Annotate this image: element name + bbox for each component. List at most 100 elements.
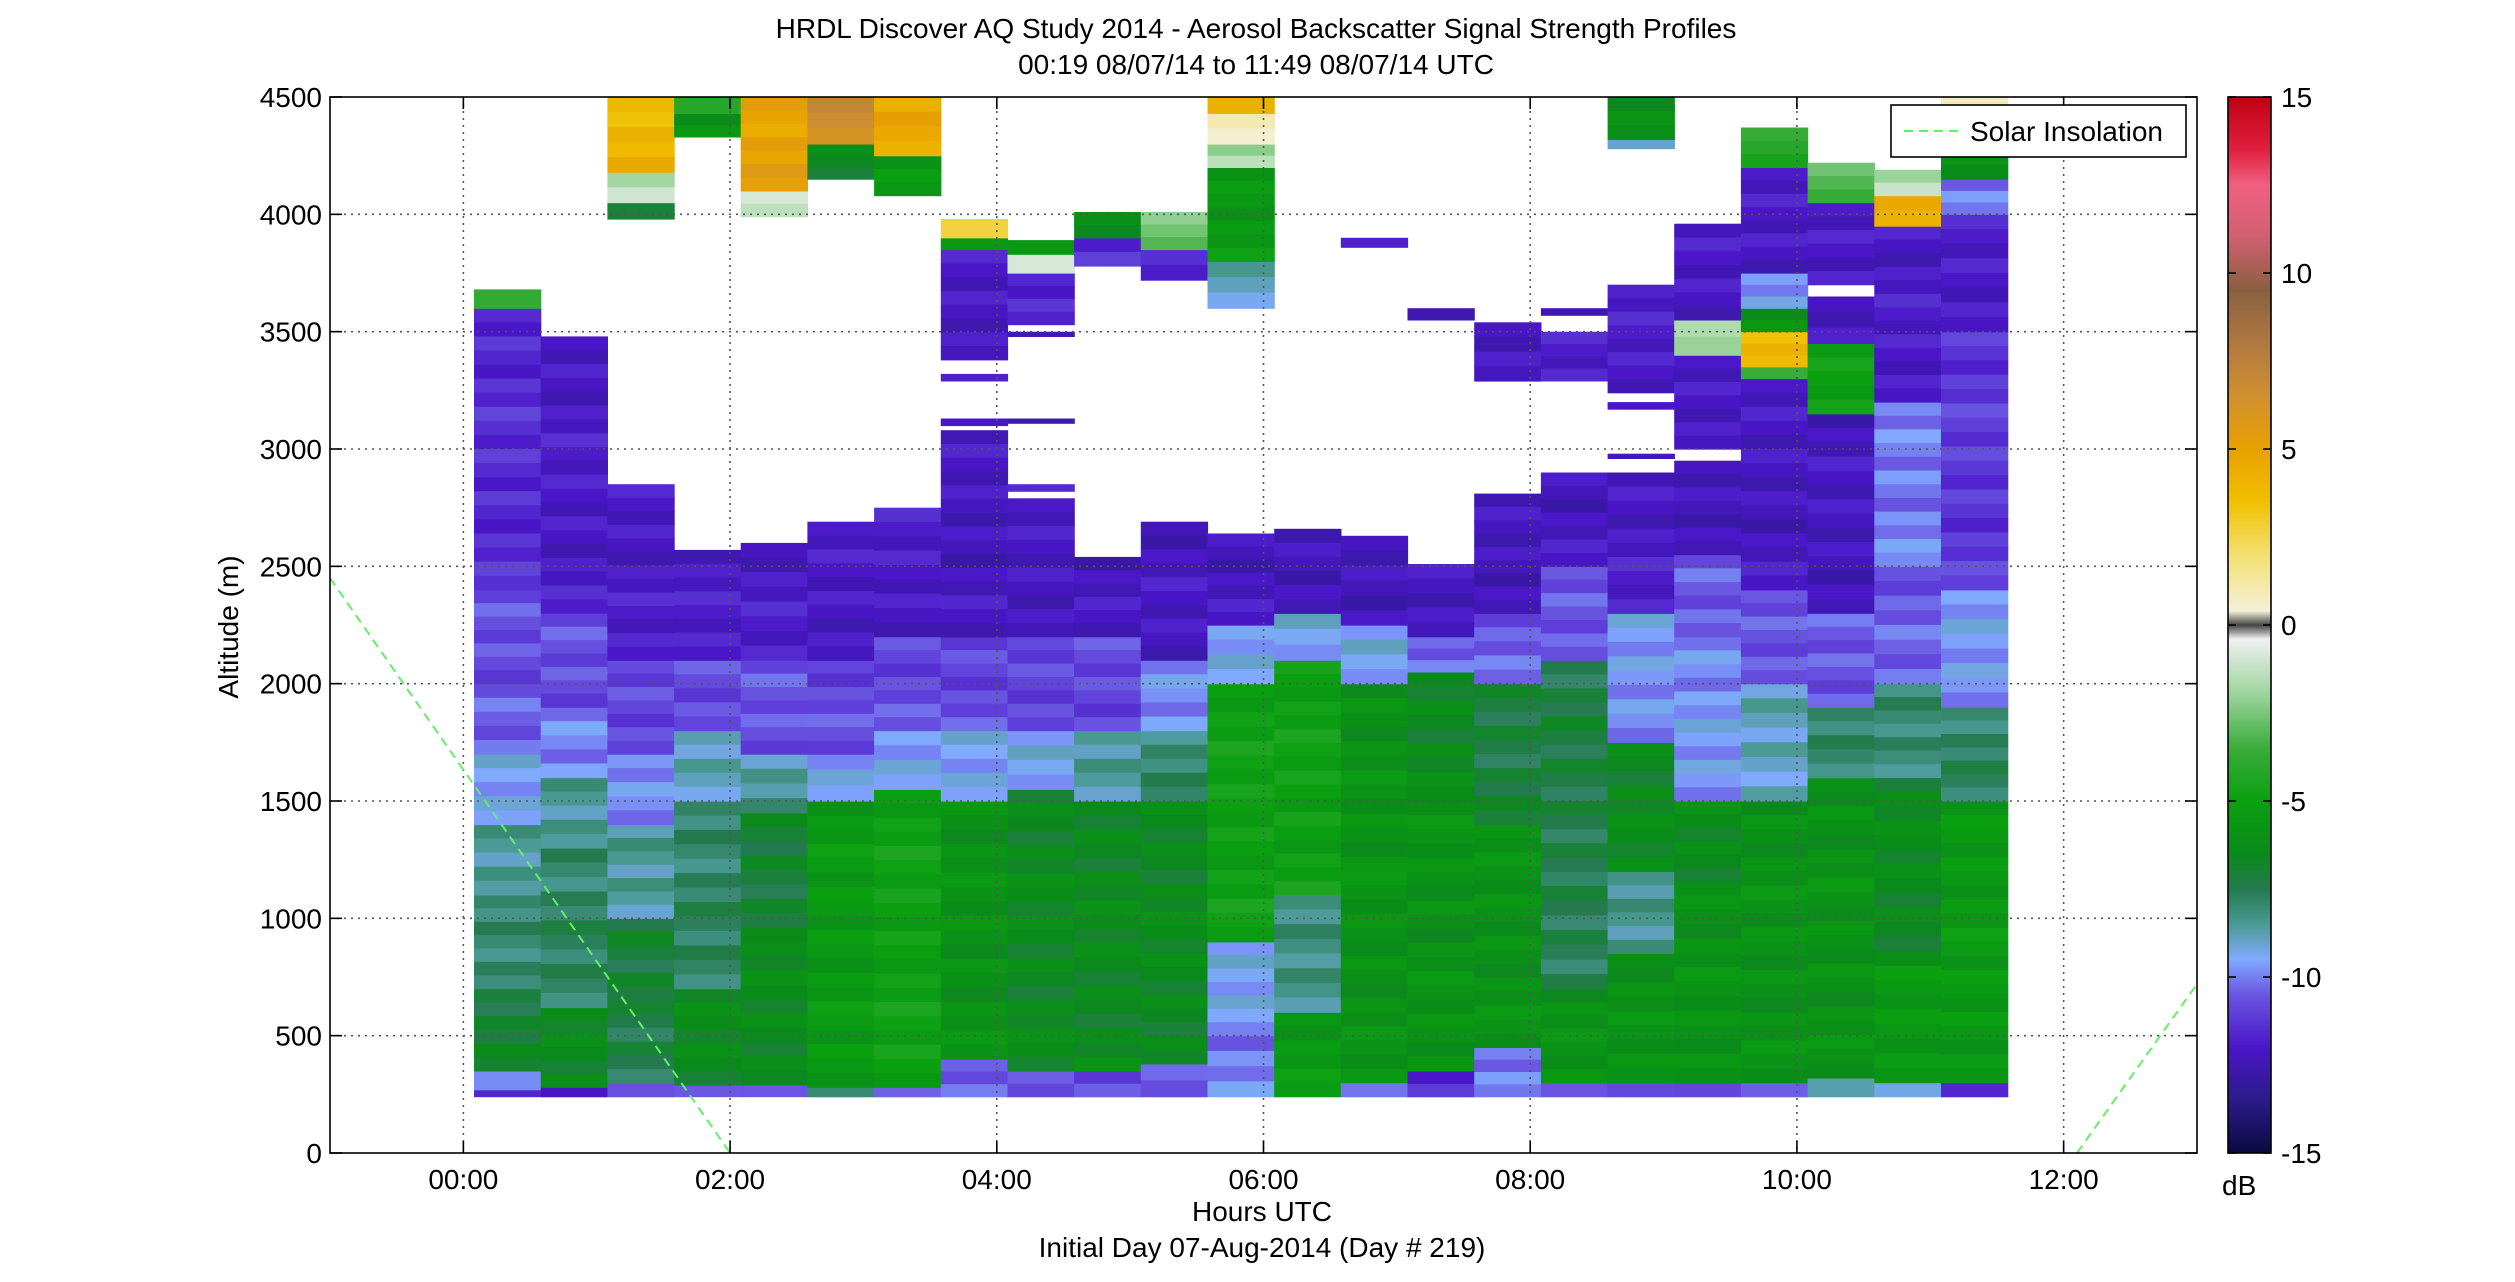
profile-cell: [1074, 1056, 1142, 1072]
profile-cell: [807, 660, 875, 675]
profile-cell: [874, 1044, 942, 1060]
profile-cell: [1807, 863, 1875, 879]
profile-cell: [1540, 758, 1609, 774]
profile-cell: [607, 142, 675, 158]
profile-cell: [1874, 1023, 1942, 1040]
profile-cell: [1607, 814, 1675, 829]
profile-cell: [807, 128, 875, 145]
profile-cell: [1807, 1006, 1875, 1022]
profile-cell: [1207, 234, 1275, 249]
profile-cell: [1007, 803, 1075, 818]
profile-cell: [1474, 1005, 1542, 1021]
profile-cell: [1874, 361, 1942, 376]
profile-cell: [940, 277, 1009, 292]
profile-cell: [1140, 828, 1209, 844]
profile-cell: [1274, 881, 1342, 896]
profile-cell: [674, 577, 742, 592]
profile-cell: [1207, 812, 1275, 828]
profile-column: [1607, 97, 1675, 1098]
profile-cell: [1874, 239, 1942, 254]
profile-cell: [1874, 610, 1942, 626]
profile-cell: [540, 433, 608, 448]
profile-cell: [1807, 296, 1875, 313]
profile-cell: [1807, 666, 1875, 681]
profile-column: [1407, 308, 1475, 1098]
profile-cell: [1474, 768, 1542, 783]
profile-cell: [807, 167, 875, 180]
profile-cell: [1607, 728, 1675, 743]
profile-cell: [540, 488, 608, 504]
profile-cell: [674, 959, 742, 975]
profile-cell: [474, 589, 542, 604]
profile-cell: [1140, 801, 1209, 816]
profile-cell: [1941, 475, 2009, 490]
profile-cell: [1007, 901, 1075, 917]
profile-cell: [1740, 698, 1809, 714]
profile-column: [1140, 212, 1209, 1098]
profile-cell: [1407, 999, 1475, 1015]
profile-cell: [1007, 418, 1075, 424]
profile-cell: [1407, 943, 1475, 958]
profile-cell: [940, 650, 1009, 665]
profile-cell: [1340, 955, 1409, 971]
profile-cell: [1207, 572, 1275, 587]
profile-cell: [1074, 857, 1142, 873]
profile-cell: [1874, 169, 1942, 184]
profile-cell: [1607, 298, 1675, 313]
profile-cell: [740, 855, 808, 871]
profile-cell: [1674, 981, 1742, 997]
profile-cell: [1540, 716, 1609, 732]
profile-cell: [1207, 741, 1275, 756]
profile-cell: [1340, 727, 1409, 742]
profile-cell: [1340, 237, 1409, 248]
y-tick-label: 1000: [260, 903, 322, 934]
profile-cell: [540, 833, 608, 849]
profile-cell: [1941, 955, 2009, 971]
profile-cell: [1207, 855, 1275, 871]
profile-cell: [1674, 623, 1742, 638]
profile-cell: [540, 613, 608, 628]
profile-cell: [474, 1016, 542, 1031]
profile-cell: [1540, 930, 1609, 946]
profile-cell: [540, 1047, 608, 1062]
profile-column: [1474, 322, 1542, 1098]
profile-cell: [740, 700, 808, 715]
profile-cell: [1807, 1063, 1875, 1079]
profile-cell: [1807, 570, 1875, 586]
profile-cell: [1074, 829, 1142, 845]
profile-cell: [1607, 756, 1675, 772]
profile-cell: [1874, 320, 1942, 335]
profile-cell: [1140, 897, 1209, 913]
profile-cell: [1807, 357, 1875, 373]
profile-cell: [1007, 986, 1075, 1002]
profile-cell: [1607, 97, 1675, 112]
profile-cell: [1540, 1029, 1609, 1043]
profile-cell: [1007, 859, 1075, 875]
profile-cell: [940, 609, 1009, 624]
profile-cell: [1074, 914, 1142, 930]
profile-cell: [1407, 801, 1475, 816]
profile-cell: [740, 913, 808, 928]
profile-cell: [807, 1001, 875, 1017]
profile-cell: [1941, 885, 2009, 901]
profile-cell: [1607, 1039, 1675, 1055]
profile-cell: [807, 1058, 875, 1074]
profile-cell: [540, 447, 608, 462]
profile-cell: [874, 945, 942, 961]
profile-cell: [1207, 194, 1275, 209]
profile-cell: [1740, 771, 1809, 787]
profile-cell: [1807, 892, 1875, 907]
profile-cell: [674, 605, 742, 620]
profile-cell: [1607, 472, 1675, 488]
profile-cell: [940, 786, 1009, 802]
profile-cell: [1140, 521, 1209, 537]
profile-cell: [1607, 742, 1675, 758]
profile-cell: [1407, 671, 1475, 687]
profile-cell: [1540, 702, 1609, 718]
profile-cell: [1407, 700, 1475, 716]
profile-cell: [1407, 957, 1475, 972]
profile-cell: [1941, 927, 2009, 943]
profile-cell: [1474, 880, 1542, 895]
profile-cell: [1474, 1033, 1542, 1048]
y-axis-label: Altitude (m): [213, 555, 244, 698]
